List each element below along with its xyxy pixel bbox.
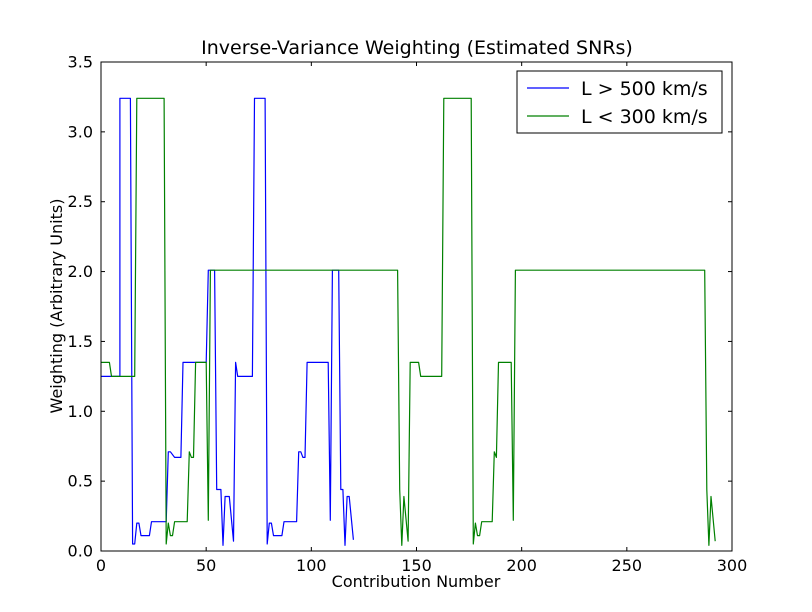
y-tick-label: 1.5 (68, 332, 93, 351)
series-line-2 (101, 97, 716, 547)
x-tick-label: 50 (196, 556, 216, 575)
x-tick-label: 0 (96, 556, 106, 575)
x-tick-label: 300 (717, 556, 748, 575)
y-tick-label: 0.5 (68, 472, 93, 491)
legend: L > 500 km/s L < 300 km/s (516, 70, 723, 134)
y-tick-label: 3.5 (68, 53, 93, 72)
y-tick-label: 2.0 (68, 262, 93, 281)
y-tick-label: 0.0 (68, 542, 93, 561)
plot-background (101, 62, 732, 551)
x-tick-label: 250 (612, 556, 643, 575)
plot-area: 0 50 100 150 200 250 300 0.0 0.5 1.0 1.5 2.0 2.5 3.0 3… (68, 53, 748, 576)
chart-title: Inverse-Variance Weighting (Estimated SN… (201, 37, 633, 59)
x-tick-label: 150 (401, 556, 432, 575)
legend-box (516, 70, 723, 134)
x-tick-label: 100 (296, 556, 327, 575)
legend-label-1: L > 500 km/s (581, 78, 708, 100)
x-tick-label: 200 (506, 556, 537, 575)
series-layer (101, 97, 716, 547)
y-tick-label: 1.0 (68, 402, 93, 421)
y-tick-label: 2.5 (68, 192, 93, 211)
y-tick-label: 3.0 (68, 122, 93, 141)
y-axis-label: Weighting (Arbitrary Units) (47, 199, 66, 414)
series-line-1 (101, 97, 354, 547)
ticks-layer: 0 50 100 150 200 250 300 0.0 0.5 1.0 1.5 2.0 2.5 3.0 3… (68, 53, 748, 576)
legend-label-2: L < 300 km/s (581, 106, 708, 128)
x-axis-label: Contribution Number (332, 572, 501, 591)
